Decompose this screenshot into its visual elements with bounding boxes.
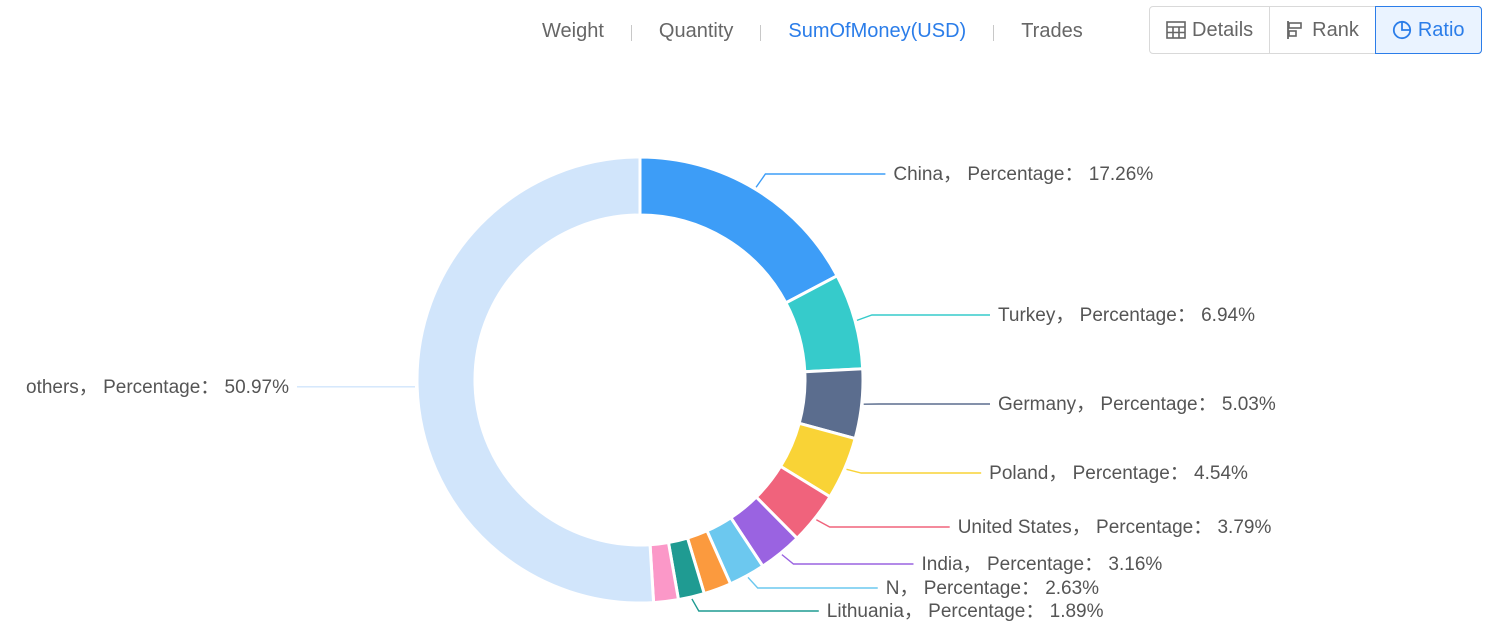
tab-divider xyxy=(760,25,762,41)
leader-line-n xyxy=(747,576,878,589)
label-india: India， Percentage： 3.16% xyxy=(921,554,1162,575)
label-n: N， Percentage： 2.63% xyxy=(886,578,1099,599)
slice-china[interactable] xyxy=(638,155,840,305)
tab-quantity[interactable]: Quantity xyxy=(658,19,734,42)
tab-weight[interactable]: Weight xyxy=(542,19,604,42)
leader-line-lithuania xyxy=(691,598,819,612)
view-toggle: Details Rank Ratio xyxy=(1149,6,1482,54)
leader-line-turkey xyxy=(856,314,990,322)
rank-label: Rank xyxy=(1312,18,1359,41)
leader-line-china xyxy=(755,173,886,188)
label-united-states: United States， Percentage： 3.79% xyxy=(958,517,1272,538)
label-turkey: Turkey， Percentage： 6.94% xyxy=(998,305,1255,326)
label-china: China， Percentage： 17.26% xyxy=(893,164,1153,185)
details-label: Details xyxy=(1192,18,1254,41)
rank-button[interactable]: Rank xyxy=(1269,7,1375,53)
label-others: others， Percentage： 50.97% xyxy=(26,377,289,398)
tab-sum-of-money[interactable]: SumOfMoney(USD) xyxy=(788,19,967,42)
pie-icon xyxy=(1392,20,1412,40)
leader-line-india xyxy=(781,554,914,565)
tab-divider xyxy=(993,25,995,41)
ratio-label: Ratio xyxy=(1417,18,1465,41)
label-lithuania: Lithuania， Percentage： 1.89% xyxy=(827,601,1104,622)
slice-others[interactable] xyxy=(415,155,656,605)
metric-tabs: Weight Quantity SumOfMoney(USD) Trades xyxy=(540,16,1085,46)
leader-line-united-states xyxy=(816,519,950,528)
tab-trades[interactable]: Trades xyxy=(1021,19,1083,42)
leader-line-poland xyxy=(846,468,982,474)
details-button[interactable]: Details xyxy=(1150,7,1269,53)
label-poland: Poland， Percentage： 4.54% xyxy=(989,463,1248,484)
label-germany: Germany， Percentage： 5.03% xyxy=(998,394,1276,415)
tab-divider xyxy=(630,25,632,41)
table-icon xyxy=(1166,21,1186,39)
ratio-button[interactable]: Ratio xyxy=(1374,6,1482,54)
bar-rank-icon xyxy=(1286,20,1306,40)
